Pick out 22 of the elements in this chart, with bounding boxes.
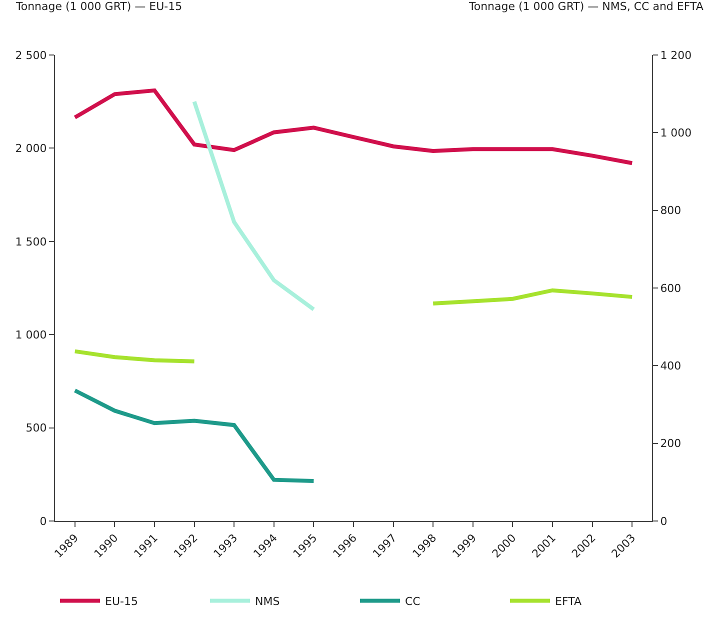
y-tick-label: 1 000 xyxy=(15,328,47,342)
line-series xyxy=(192,100,316,312)
legend-label: EU-15 xyxy=(105,595,138,608)
y-axis-title: Tonnage (1 000 GRT) — EU-15 xyxy=(15,0,182,13)
y-tick-label: 2 000 xyxy=(15,142,47,156)
y-tick-label: 2 500 xyxy=(15,48,47,62)
y2-tick-label: 0 xyxy=(660,514,668,528)
y-tick-label: 1 500 xyxy=(15,235,47,248)
legend-label: CC xyxy=(405,595,421,608)
line-series xyxy=(72,88,634,166)
line-series xyxy=(72,388,316,483)
y2-tick-label: 800 xyxy=(660,204,682,218)
y2-tick-label: 200 xyxy=(660,437,682,450)
legend-label: EFTA xyxy=(555,595,582,608)
y-tick-label: 0 xyxy=(40,514,47,528)
y2-tick-label: 1 200 xyxy=(660,48,692,62)
y2-tick-label: 400 xyxy=(660,360,682,373)
y-tick-label: 500 xyxy=(26,422,47,435)
legend-label: NMS xyxy=(255,595,280,608)
y2-tick-label: 1 000 xyxy=(660,126,692,140)
y2-axis-title: Tonnage (1 000 GRT) — NMS, CC and EFTA xyxy=(468,0,704,13)
y2-tick-label: 600 xyxy=(660,282,682,295)
